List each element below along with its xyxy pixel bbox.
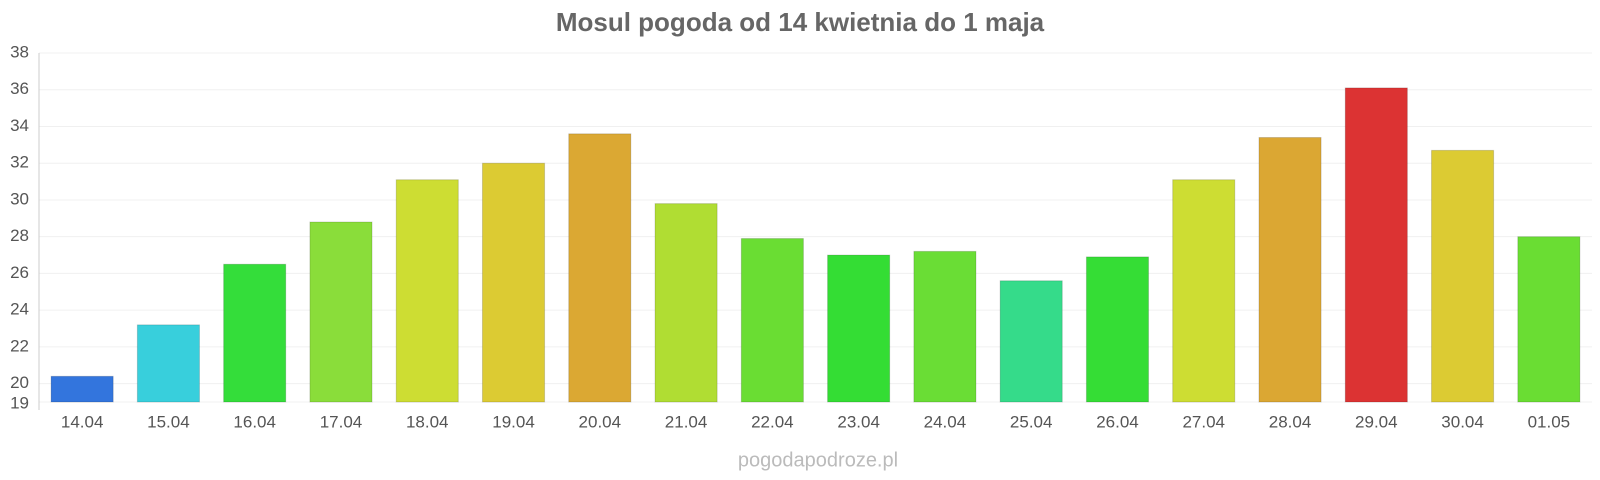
bar: [223, 263, 287, 403]
bar: [568, 133, 632, 403]
source: pogodapodroze.pl: [738, 449, 898, 471]
x-tick-label: 14.04: [61, 412, 104, 431]
bar: [740, 238, 804, 403]
y-tick-label: 22: [10, 336, 29, 355]
bar: [913, 250, 977, 403]
bar: [395, 179, 459, 403]
bar: [1517, 236, 1581, 403]
bar: [999, 280, 1063, 403]
bar: [654, 203, 718, 403]
bar: [1258, 136, 1322, 403]
y-tick-label: 30: [10, 189, 29, 208]
bar: [136, 324, 200, 403]
y-tick-label: 34: [10, 116, 29, 135]
x-tick-label: 20.04: [579, 412, 622, 431]
y-tick-label: 32: [10, 153, 29, 172]
bar: [1172, 179, 1236, 403]
x-tick-label: 27.04: [1182, 412, 1225, 431]
y-tick-label: 20: [10, 373, 29, 392]
bar: [481, 162, 546, 403]
bar: [827, 254, 891, 403]
x-tick-label: 01.05: [1528, 412, 1571, 431]
y-tick-label: 26: [10, 263, 29, 282]
bar: [1431, 149, 1495, 403]
bar: [1344, 87, 1408, 403]
bar: [1085, 256, 1150, 403]
bar: [309, 221, 373, 403]
bar: [50, 375, 114, 403]
x-tick-label: 17.04: [320, 412, 363, 431]
y-tick-label: 38: [10, 42, 29, 61]
chart-title: Mosul pogoda od 14 kwietnia do 1 maja: [556, 7, 1045, 37]
x-tick-label: 29.04: [1355, 412, 1398, 431]
y-tick-label: 24: [10, 300, 29, 319]
x-tick-label: 21.04: [665, 412, 708, 431]
x-tick-label: 30.04: [1441, 412, 1484, 431]
y-tick-label: 36: [10, 79, 29, 98]
x-tick-label: 23.04: [837, 412, 880, 431]
x-tick-label: 28.04: [1269, 412, 1312, 431]
x-tick-label: 26.04: [1096, 412, 1139, 431]
x-tick-label: 19.04: [492, 412, 535, 431]
x-tick-label: 25.04: [1010, 412, 1053, 431]
y-tick-label: 19: [10, 393, 29, 412]
x-tick-label: 22.04: [751, 412, 794, 431]
x-tick-label: 18.04: [406, 412, 449, 431]
y-tick-label: 28: [10, 226, 29, 245]
x-tick-label: 15.04: [147, 412, 190, 431]
x-tick-label: 24.04: [924, 412, 967, 431]
x-tick-label: 16.04: [233, 412, 276, 431]
